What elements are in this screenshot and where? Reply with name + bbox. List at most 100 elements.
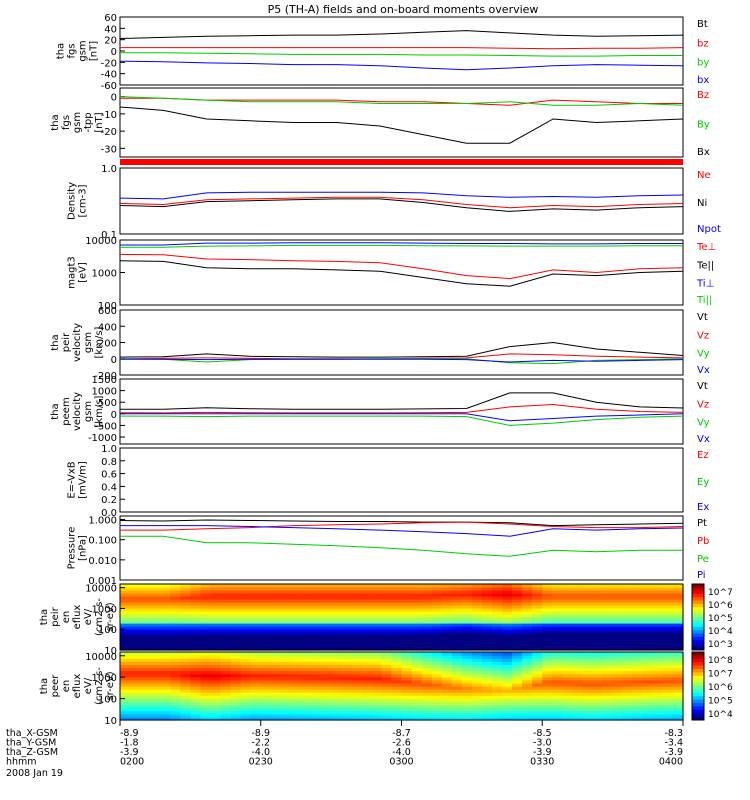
spectrogram-cell: [180, 658, 191, 662]
spectrogram-cell: [642, 658, 654, 662]
spectrogram-cell: [371, 584, 382, 588]
spectrogram-cell: [230, 661, 242, 665]
spectrogram-cell: [280, 707, 292, 712]
spectrogram-cell: [652, 713, 664, 718]
spectrogram-cell: [401, 596, 413, 600]
spectrogram-cell: [120, 655, 131, 659]
spectrogram-cell: [391, 686, 403, 690]
legend-entry: Npot: [697, 224, 721, 235]
spectrogram-cell: [562, 611, 574, 615]
spectrogram-cell: [351, 632, 362, 636]
spectrogram-cell: [200, 632, 212, 636]
spectrogram-cell: [582, 644, 594, 648]
spectrogram-cell: [381, 608, 393, 612]
spectrogram-cell: [341, 689, 352, 693]
spectrogram-cell: [140, 593, 151, 597]
spectrogram-cell: [140, 638, 151, 642]
spectrogram-cell: [451, 635, 463, 639]
spectrogram-cell: [150, 599, 161, 603]
axis-row-value: -8.9: [251, 728, 270, 739]
spectrogram-cell: [280, 626, 292, 630]
spectrogram-cell: [461, 632, 473, 636]
spectrogram-cell: [461, 611, 473, 615]
spectrogram-cell: [451, 710, 463, 715]
spectrogram-cell: [451, 608, 463, 612]
spectrogram-cell: [532, 602, 543, 606]
spectrogram-cell: [220, 682, 232, 687]
spectrogram-cell: [150, 617, 161, 621]
colorbar-step: [692, 703, 704, 707]
spectrogram-cell: [331, 698, 342, 703]
spectrogram-cell: [371, 620, 382, 624]
axis-row-value: -1.8: [120, 738, 139, 749]
series-line-vy: [120, 415, 684, 426]
spectrogram-cell: [652, 647, 664, 651]
spectrogram-cell: [502, 701, 513, 706]
spectrogram-cell: [542, 614, 553, 618]
spectrogram-cell: [130, 692, 141, 696]
spectrogram-cell: [351, 623, 362, 627]
colorbar-step: [692, 633, 704, 638]
spectrogram-cell: [200, 667, 212, 672]
spectrogram-cell: [652, 692, 664, 696]
spectrogram-cell: [180, 605, 191, 609]
spectrogram-cell: [481, 614, 493, 618]
spectrogram-cell: [542, 605, 553, 609]
spectrogram-cell: [622, 623, 634, 627]
spectrogram-cell: [662, 593, 674, 597]
spectrogram-cell: [210, 652, 222, 656]
spectrogram-cell: [270, 661, 282, 665]
spectrogram-cell: [170, 701, 181, 706]
spectrogram-cell: [572, 682, 584, 687]
spectrogram-cell: [592, 682, 604, 687]
spectrogram-cell: [361, 673, 372, 678]
spectrogram-cell: [341, 698, 352, 703]
spectrogram-cell: [240, 689, 252, 693]
spectrogram-cell: [200, 611, 212, 615]
spectrogram-cell: [602, 704, 614, 709]
spectrogram-cell: [351, 701, 362, 706]
spectrogram-cell: [592, 599, 604, 603]
spectrogram-cell: [421, 605, 433, 609]
spectrogram-cell: [371, 673, 382, 678]
spectrogram-cell: [431, 704, 443, 709]
y-tick-label: 100: [98, 695, 117, 706]
spectrogram-cell: [652, 658, 664, 662]
spectrogram-cell: [401, 692, 413, 696]
spectrogram-cell: [552, 596, 563, 600]
spectrogram-cell: [270, 608, 282, 612]
spectrogram-cell: [170, 682, 181, 687]
spectrogram-cell: [471, 617, 483, 621]
spectrogram-cell: [391, 629, 403, 633]
spectrogram-cell: [381, 638, 393, 642]
spectrogram-cell: [562, 689, 574, 693]
spectrogram-cell: [341, 629, 352, 633]
spectrogram-cell: [512, 593, 523, 597]
spectrogram-cell: [180, 673, 191, 678]
spectrogram-cell: [562, 617, 574, 621]
spectrogram-cell: [602, 599, 614, 603]
spectrogram-cell: [290, 695, 302, 699]
spectrogram-cell: [321, 644, 332, 648]
spectrogram-cell: [311, 661, 322, 665]
spectrogram-cell: [582, 707, 594, 712]
spectrogram-cell: [612, 707, 624, 712]
spectrogram-cell: [411, 686, 423, 690]
legend-entry: Ti||: [696, 295, 712, 306]
spectrogram-cell: [140, 704, 151, 709]
spectrogram-cell: [401, 587, 413, 591]
colorbar-step: [692, 658, 704, 663]
spectrogram-cell: [381, 689, 393, 693]
spectrogram-cell: [130, 679, 141, 684]
spectrogram-cell: [361, 682, 372, 687]
spectrogram-cell: [491, 611, 503, 615]
colorbar-tick-label: 10^6: [708, 601, 733, 611]
spectrogram-cell: [230, 682, 242, 687]
spectrogram-cell: [391, 626, 403, 630]
spectrogram-cell: [421, 658, 433, 662]
spectrogram-cell: [311, 673, 322, 678]
spectrogram-cell: [140, 716, 151, 721]
spectrogram-cell: [351, 638, 362, 642]
spectrogram-cell: [502, 620, 513, 624]
